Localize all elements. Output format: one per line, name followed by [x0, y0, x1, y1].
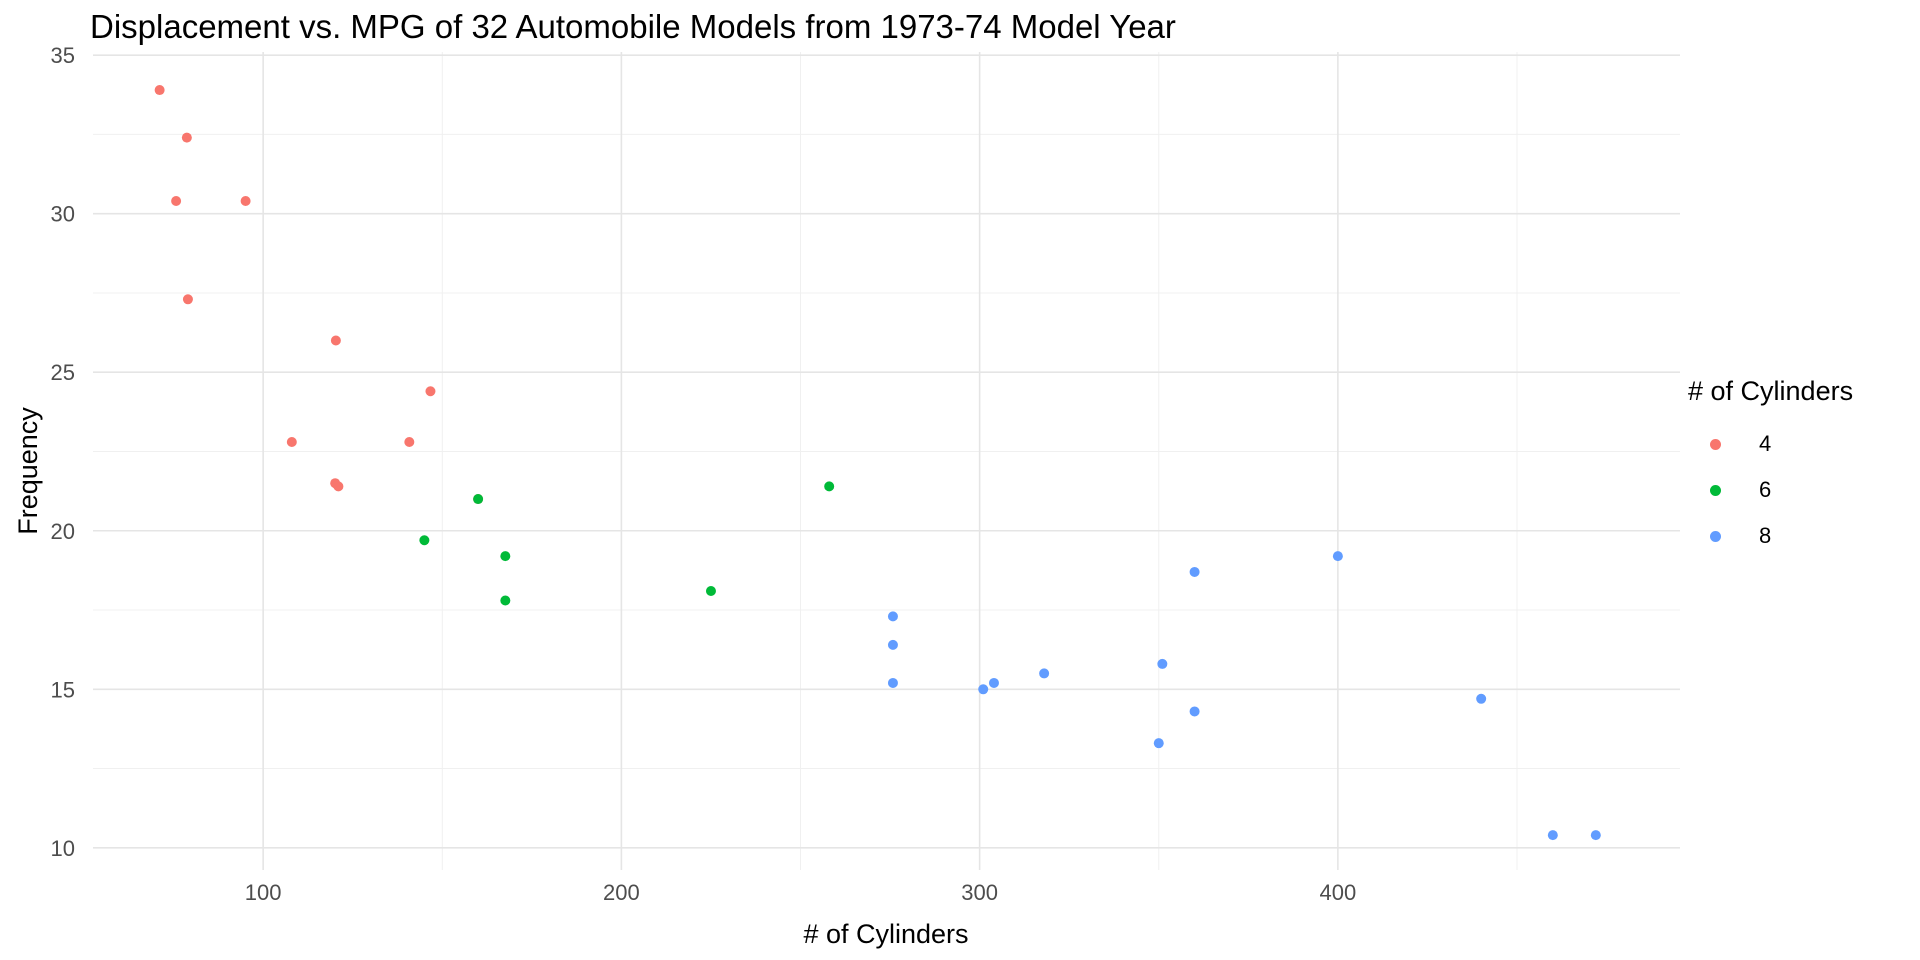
data-point-cyl-4 — [182, 294, 193, 305]
data-point-cyl-8 — [1547, 830, 1558, 841]
data-point-cyl-6 — [824, 481, 835, 492]
data-point-cyl-4 — [171, 196, 182, 207]
y-tick-label: 30 — [51, 202, 75, 227]
data-point-cyl-8 — [887, 677, 898, 688]
data-point-cyl-8 — [1189, 706, 1200, 717]
major-gridlines — [93, 52, 1680, 870]
legend-label-4: 4 — [1759, 431, 1772, 456]
legend-title: # of Cylinders — [1688, 376, 1854, 406]
chart-title: Displacement vs. MPG of 32 Automobile Mo… — [90, 8, 1176, 45]
y-tick-label: 20 — [51, 519, 75, 544]
legend-item-4: 4 — [1688, 421, 1853, 467]
data-point-cyl-6 — [705, 585, 716, 596]
y-axis-title: Frequency — [13, 407, 43, 535]
data-point-cyl-6 — [473, 494, 484, 505]
x-tick-label: 100 — [245, 880, 282, 905]
x-tick-label: 300 — [961, 880, 998, 905]
data-point-cyl-6 — [500, 551, 511, 562]
data-point-cyl-4 — [240, 196, 251, 207]
data-point-cyl-4 — [154, 85, 165, 96]
data-point-cyl-8 — [978, 684, 989, 695]
data-point-cyl-8 — [1476, 693, 1487, 704]
y-tick-labels: 10 15 20 25 30 35 — [51, 43, 75, 861]
legend-key-4 — [1710, 438, 1721, 450]
data-point-cyl-8 — [1039, 668, 1050, 679]
x-tick-label: 400 — [1320, 880, 1357, 905]
data-point-cyl-6 — [419, 535, 430, 546]
x-tick-labels: 100 200 300 400 — [245, 880, 1356, 905]
legend-key-8 — [1710, 530, 1721, 542]
data-point-cyl-8 — [887, 611, 898, 622]
data-point-cyl-4 — [425, 386, 436, 397]
y-tick-label: 25 — [51, 360, 75, 385]
legend-label-8: 8 — [1759, 523, 1772, 548]
data-point-cyl-4 — [333, 481, 344, 492]
data-point-cyl-8 — [1189, 566, 1200, 577]
legend-item-8: 8 — [1688, 513, 1853, 559]
data-points — [154, 85, 1601, 841]
x-axis-title: # of Cylinders — [803, 919, 968, 949]
data-point-cyl-4 — [404, 436, 415, 447]
y-tick-label: 15 — [51, 677, 75, 702]
legend-label-6: 6 — [1759, 477, 1772, 502]
data-point-cyl-8 — [1153, 738, 1164, 749]
y-tick-label: 10 — [51, 836, 75, 861]
data-point-cyl-8 — [988, 677, 999, 688]
legend-key-6 — [1710, 484, 1721, 496]
data-point-cyl-4 — [181, 132, 192, 143]
data-point-cyl-8 — [1157, 658, 1168, 669]
x-tick-label: 200 — [603, 880, 640, 905]
data-point-cyl-8 — [887, 639, 898, 650]
legend-item-6: 6 — [1688, 467, 1853, 513]
data-point-cyl-8 — [1590, 830, 1601, 841]
y-tick-label: 35 — [51, 43, 75, 68]
data-point-cyl-4 — [286, 436, 297, 447]
legend: # of Cylinders 4 6 8 — [1688, 376, 1853, 559]
data-point-cyl-8 — [1332, 551, 1343, 562]
minor-gridlines — [93, 52, 1680, 870]
data-point-cyl-4 — [330, 335, 341, 346]
data-point-cyl-6 — [500, 595, 511, 606]
